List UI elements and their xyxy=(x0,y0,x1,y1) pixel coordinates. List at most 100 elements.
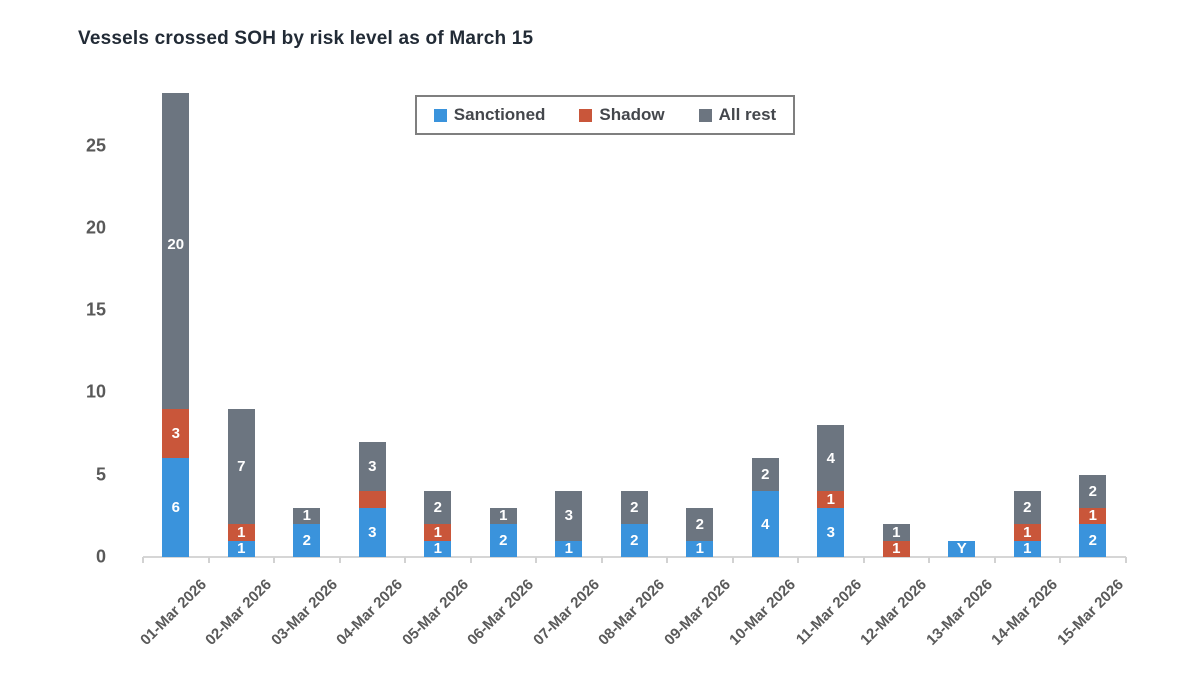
bar-segment-sanctioned-05-Mar 2026[interactable]: 1 xyxy=(424,540,452,557)
bar-value-label: 1 xyxy=(237,540,246,557)
x-axis-tick xyxy=(207,557,210,563)
x-axis-label: 05-Mar 2026 xyxy=(399,576,472,649)
x-axis-line xyxy=(143,556,1126,558)
bar-segment-sanctioned-06-Mar 2026[interactable]: 2 xyxy=(489,524,517,557)
bar-value-label: 3 xyxy=(826,523,835,541)
bar-value-label: 4 xyxy=(826,449,835,467)
x-axis-label: 01-Mar 2026 xyxy=(137,576,210,649)
bar-segment-shadow-15-Mar 2026[interactable]: 1 xyxy=(1079,507,1107,525)
bar-segment-all-rest-09-Mar 2026[interactable]: 2 xyxy=(686,507,714,541)
bar-segment-all-rest-12-Mar 2026[interactable]: 1 xyxy=(882,523,910,541)
bar-value-label: 1 xyxy=(433,540,442,557)
bar-value-label: 1 xyxy=(892,540,901,557)
bar-segment-shadow-02-Mar 2026[interactable]: 1 xyxy=(227,523,255,541)
x-axis-tick xyxy=(338,557,341,563)
bar-segment-all-rest-15-Mar 2026[interactable]: 2 xyxy=(1079,474,1107,508)
x-axis-label: 08-Mar 2026 xyxy=(595,576,669,649)
x-axis-label: 11-Mar 2026 xyxy=(792,576,865,649)
bar-segment-sanctioned-11-Mar 2026[interactable]: 3 xyxy=(817,507,845,557)
bar-value-label: 3 xyxy=(368,458,377,475)
plot-area: 6 3 20 1 1 7 2 1 3 3 1 1 2 2 1 1 3 2 2 1 2 4 2 3 1 4 1 1 Y 1 1 2 2 1 2 xyxy=(130,93,1130,557)
legend-item-all-rest[interactable]: All rest xyxy=(698,105,777,125)
bar-segment-shadow-01-Mar 2026[interactable]: 3 xyxy=(162,408,190,459)
bar-value-label: 3 xyxy=(564,507,573,525)
bar-segment-all-rest-06-Mar 2026[interactable]: 1 xyxy=(489,507,517,525)
bar-value-label: 2 xyxy=(499,532,508,550)
bar-segment-sanctioned-01-Mar 2026[interactable]: 6 xyxy=(162,458,190,557)
bar-value-label: 3 xyxy=(368,523,377,541)
x-axis-tick xyxy=(1059,557,1061,563)
bar-segment-all-rest-10-Mar 2026[interactable]: 2 xyxy=(751,458,779,492)
bar-segment-shadow-11-Mar 2026[interactable]: 1 xyxy=(817,490,845,508)
bar-segment-sanctioned-10-Mar 2026[interactable]: 4 xyxy=(751,491,779,557)
bar-value-label: 2 xyxy=(630,499,639,517)
bar-segment-all-rest-04-Mar 2026[interactable]: 3 xyxy=(358,441,386,492)
legend-item-label: Shadow xyxy=(599,105,665,124)
x-axis-label: 14-Mar 2026 xyxy=(988,576,1062,649)
bar-value-label: 2 xyxy=(1088,532,1097,550)
bar-value-label: Y xyxy=(956,540,967,557)
bar-segment-sanctioned-04-Mar 2026[interactable]: 3 xyxy=(358,507,386,557)
bar-value-label: 2 xyxy=(302,532,311,550)
bar-segment-shadow-05-Mar 2026[interactable]: 1 xyxy=(424,524,452,541)
x-axis-tick xyxy=(469,557,472,563)
bar-segment-all-rest-01-Mar 2026[interactable]: 20 xyxy=(162,93,190,409)
bar-segment-all-rest-07-Mar 2026[interactable]: 3 xyxy=(555,491,583,541)
y-axis-tick-label: 20 xyxy=(85,217,106,238)
bar-value-label: 2 xyxy=(761,466,770,484)
x-axis-tick xyxy=(1124,557,1127,563)
bar-segment-all-rest-14-Mar 2026[interactable]: 2 xyxy=(1013,491,1041,525)
bar-segment-sanctioned-07-Mar 2026[interactable]: 1 xyxy=(555,540,583,557)
bar-value-label: 2 xyxy=(695,515,704,533)
bar-value-label: 1 xyxy=(695,540,704,557)
bar-segment-sanctioned-14-Mar 2026[interactable]: 1 xyxy=(1013,540,1041,557)
bar-segment-sanctioned-08-Mar 2026[interactable]: 2 xyxy=(620,524,648,557)
legend-item-sanctioned[interactable]: Sanctioned xyxy=(433,105,546,125)
y-axis-tick-label: 10 xyxy=(85,381,106,402)
bar-segment-all-rest-03-Mar 2026[interactable]: 1 xyxy=(293,507,321,525)
bar-segment-shadow-14-Mar 2026[interactable]: 1 xyxy=(1013,523,1041,541)
x-axis-label: 15-Mar 2026 xyxy=(1054,576,1127,649)
x-axis-label: 03-Mar 2026 xyxy=(268,576,341,649)
bar-segment-all-rest-05-Mar 2026[interactable]: 2 xyxy=(424,491,452,525)
bar-value-label: 7 xyxy=(237,458,246,475)
bar-value-label: 1 xyxy=(302,507,311,525)
bar-value-label: 2 xyxy=(433,499,442,517)
bar-value-label: 1 xyxy=(237,523,246,541)
x-axis-tick xyxy=(142,557,144,563)
x-axis-label: 09-Mar 2026 xyxy=(661,576,734,649)
bar-segment-sanctioned-09-Mar 2026[interactable]: 1 xyxy=(686,540,714,557)
legend-item-label: Sanctioned xyxy=(453,105,546,124)
x-axis-label: 02-Mar 2026 xyxy=(202,576,276,649)
bar-value-label: 1 xyxy=(892,523,901,541)
x-axis-label: 10-Mar 2026 xyxy=(726,576,800,649)
x-axis-tick xyxy=(993,557,996,563)
bar-value-label: 1 xyxy=(826,490,835,508)
bar-segment-all-rest-11-Mar 2026[interactable]: 4 xyxy=(817,425,845,492)
x-axis-tick xyxy=(666,557,668,563)
legend-item-shadow[interactable]: Shadow xyxy=(579,105,665,125)
bar-segment-sanctioned-15-Mar 2026[interactable]: 2 xyxy=(1079,524,1107,557)
x-axis-label: 07-Mar 2026 xyxy=(530,576,603,649)
bar-segment-shadow-04-Mar 2026[interactable] xyxy=(358,491,386,508)
bar-segment-all-rest-02-Mar 2026[interactable]: 7 xyxy=(227,408,255,525)
x-axis-label: 04-Mar 2026 xyxy=(333,576,407,649)
bar-value-label: 1 xyxy=(1088,507,1097,525)
legend-swatch xyxy=(579,108,593,122)
bar-segment-sanctioned-13-Mar 2026[interactable]: Y xyxy=(948,540,976,557)
bar-value-label: 1 xyxy=(1023,523,1032,541)
x-axis-label: 06-Mar 2026 xyxy=(464,576,538,649)
bar-segment-sanctioned-03-Mar 2026[interactable]: 2 xyxy=(293,524,321,557)
chart-title: Vessels crossed SOH by risk level as of … xyxy=(78,28,534,49)
legend-item-label: All rest xyxy=(718,105,777,124)
bar-segment-all-rest-08-Mar 2026[interactable]: 2 xyxy=(620,491,648,525)
bar-segment-sanctioned-02-Mar 2026[interactable]: 1 xyxy=(227,540,255,557)
x-axis-tick xyxy=(862,557,865,563)
x-axis-tick xyxy=(928,557,930,563)
bar-value-label: 1 xyxy=(1023,540,1032,557)
x-axis-tick xyxy=(731,557,734,563)
bar-segment-shadow-12-Mar 2026[interactable]: 1 xyxy=(882,540,910,557)
bar-value-label: 1 xyxy=(564,540,573,557)
x-axis-tick xyxy=(404,557,406,563)
